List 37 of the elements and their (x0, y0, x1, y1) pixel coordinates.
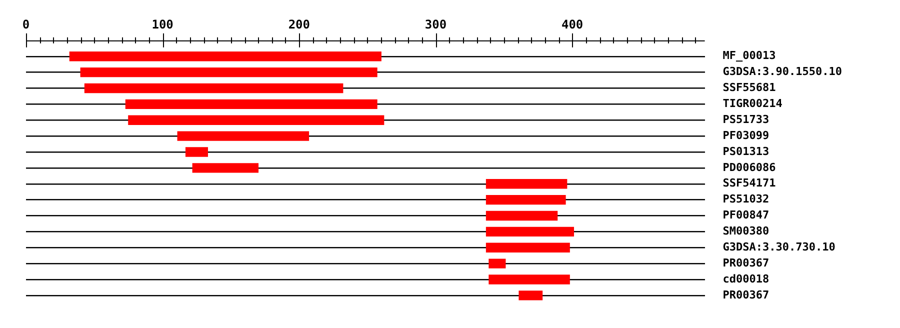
bar (177, 131, 310, 141)
y-tick-label: MF_00013 (722, 49, 776, 62)
y-tick-label: PR00367 (722, 288, 770, 302)
y-tick-label: PF00847 (722, 208, 770, 222)
y-tick-label: SSF55681 (722, 81, 776, 94)
bar (488, 274, 570, 284)
y-tick-label: cd00018 (722, 272, 770, 286)
y-tick-label: G3DSA:3.30.730.10 (722, 240, 836, 254)
x-tick-label: 300 (424, 17, 447, 32)
x-tick-label: 100 (152, 17, 174, 32)
y-tick-label: TIGR00214 (722, 97, 783, 110)
y-tick-label: SSF54171 (722, 176, 776, 190)
bar (125, 99, 378, 110)
x-tick-label: 400 (561, 17, 584, 32)
y-tick-label: PD006086 (722, 160, 776, 174)
bar (185, 147, 208, 157)
bar (69, 52, 382, 62)
bar (80, 67, 378, 78)
y-tick-label: SM00380 (722, 224, 770, 238)
bar (128, 115, 384, 125)
bar (518, 290, 543, 300)
bar (486, 226, 574, 237)
y-tick-label: PF03099 (722, 128, 770, 142)
x-tick-label: 200 (288, 17, 310, 32)
bar (84, 83, 344, 94)
y-tick-label: PS01313 (722, 144, 770, 158)
bar (488, 258, 506, 268)
bar (486, 179, 568, 189)
bar (486, 194, 566, 205)
y-tick-label: G3DSA:3.90.1550.10 (722, 65, 842, 78)
bar (486, 242, 570, 252)
bar (192, 163, 259, 173)
x-tick-label: 0 (22, 17, 30, 32)
y-tick-label: PS51032 (722, 192, 770, 206)
y-tick-label: PR00367 (722, 256, 770, 270)
bar (486, 210, 558, 221)
y-tick-label: PS51733 (722, 112, 770, 126)
